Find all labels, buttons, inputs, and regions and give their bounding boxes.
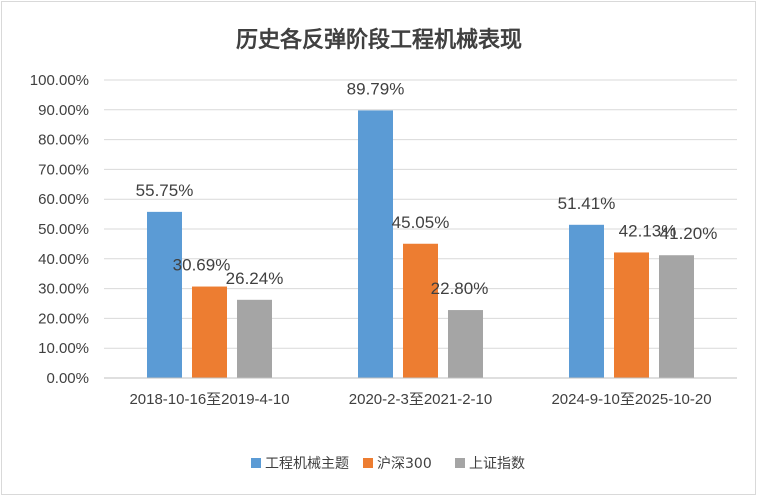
y-tick-label: 50.00% [38,221,89,238]
data-label: 30.69% [173,256,231,275]
data-label: 45.05% [392,213,450,232]
legend-label: 工程机械主题 [265,456,349,472]
chart-title: 历史各反弹阶段工程机械表现 [236,27,522,53]
x-axis-ticks: 2018-10-16至2019-4-10 2020-2-3至2021-2-10 20… [129,391,711,408]
legend-swatch [251,458,261,468]
data-label: 26.24% [226,269,284,288]
legend-swatch [363,458,373,468]
data-label: 42.13% [619,221,677,240]
y-tick-label: 40.00% [38,251,89,268]
bar [147,211,182,378]
legend-swatch [455,458,465,468]
data-labels: 55.75% 30.69%26.24% 89.79% 45.05% 22.80% 51.4… [136,79,718,298]
legend-label: 沪深300 [377,456,432,472]
y-tick-label: 60.00% [38,191,89,208]
x-tick-label: 2018-10-16至2019-4-10 [129,391,289,408]
legend: 工程机械主题 沪深300 上证指数 [251,456,525,472]
y-tick-label: 0.00% [46,370,89,387]
legend-label: 上证指数 [469,456,525,472]
bar [237,299,272,378]
y-tick-label: 90.00% [38,102,89,119]
bars [147,110,694,379]
bar [448,310,483,378]
y-tick-label: 10.00% [38,340,89,357]
y-axis-ticks: 0.00% 10.00% 20.00% 30.00% 40.00% 50.00% 60.00… [30,72,89,387]
bar [614,252,649,378]
data-label: 22.80% [431,279,489,298]
y-tick-label: 30.00% [38,281,89,298]
y-tick-label: 70.00% [38,161,89,178]
y-tick-label: 20.00% [38,310,89,327]
data-label: 55.75% [136,181,194,200]
data-label: 51.41% [558,194,616,213]
bar [569,224,604,378]
x-tick-label: 2024-9-10至2025-10-20 [551,391,711,408]
y-tick-label: 80.00% [38,132,89,149]
x-tick-label: 2020-2-3至2021-2-10 [349,391,492,408]
bar [192,286,227,378]
bar [659,255,694,378]
data-label: 41.20% [660,224,718,243]
data-label: 89.79% [347,79,405,98]
y-tick-label: 100.00% [30,72,89,89]
bar [358,110,393,379]
bar [403,243,438,378]
